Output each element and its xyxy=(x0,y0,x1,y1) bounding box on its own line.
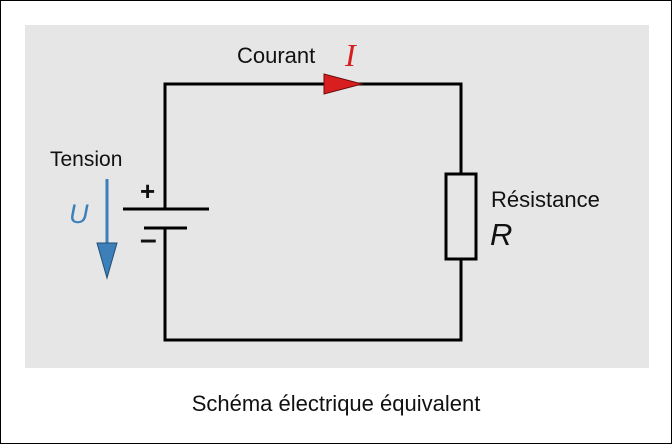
figure-caption: Schéma électrique équivalent xyxy=(191,391,481,416)
current-label: Courant xyxy=(237,43,316,68)
wire-bottom xyxy=(163,226,463,342)
current-symbol: I xyxy=(345,37,356,73)
battery-plus-sign: + xyxy=(140,176,156,206)
resistance-label: Résistance xyxy=(491,187,600,212)
voltage-arrow-head xyxy=(96,242,118,280)
wire-top-left xyxy=(163,82,463,211)
arrow-down-icon xyxy=(96,179,118,280)
resistor-icon xyxy=(444,172,478,261)
voltage-label: Tension xyxy=(50,148,123,171)
battery-icon xyxy=(123,207,209,230)
resistance-symbol: R xyxy=(490,217,513,252)
voltage-symbol: U xyxy=(69,199,89,229)
battery-minus-sign: – xyxy=(140,223,157,256)
arrow-right-icon xyxy=(323,73,364,95)
circuit-wires xyxy=(163,82,463,342)
